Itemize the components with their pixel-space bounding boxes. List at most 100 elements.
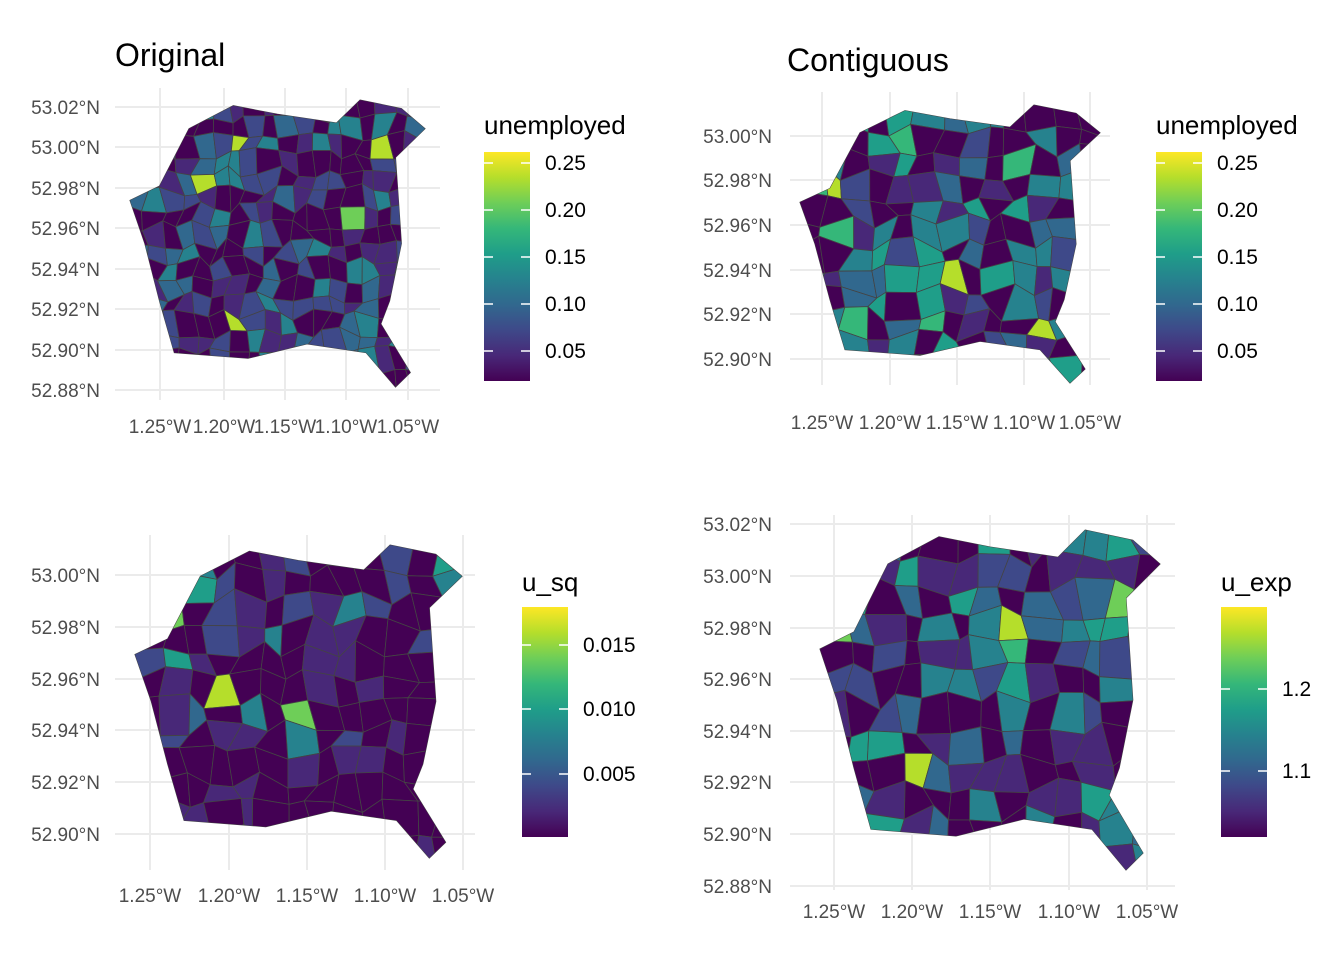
map-region [354,365,382,387]
y-tick-label: 52.90°N [31,825,100,846]
y-tick-label: 52.90°N [703,350,772,371]
map-region [130,273,149,295]
map-region [914,844,960,870]
y-tick-label: 52.88°N [31,381,100,402]
map-region [987,126,1005,159]
legend-tick-label: 0.25 [545,152,586,175]
y-tick-label: 52.92°N [703,305,772,326]
x-tick-label: 1.20°W [881,902,944,923]
map-region [190,364,218,387]
x-tick-label: 1.15°W [959,902,1022,923]
legend-tick-label: 0.010 [583,698,636,721]
map-region [1127,750,1160,795]
map-region [161,117,179,136]
map-region [402,722,437,756]
map-region [339,206,366,231]
map-region [800,143,830,176]
legend-tick-label: 0.20 [1217,199,1258,222]
map-region [303,800,335,839]
map-region [209,347,231,371]
map-region [1072,199,1100,221]
x-tick-label: 1.15°W [254,417,317,438]
x-tick-label: 1.05°W [1116,902,1179,923]
map-region [409,241,425,266]
map-region [406,697,444,727]
map-region [825,351,848,383]
map-region [201,625,240,658]
map-region [130,173,150,190]
map-region [839,351,871,383]
map-region [140,100,169,123]
map-region [916,691,952,735]
map-panel-3: 53.00°N 52.98°N 52.96°N 52.94°N 52.92°N 52.90… [31,535,636,907]
map-region [431,799,462,839]
legend-tick-label: 1.1 [1282,760,1311,783]
map-region [353,545,385,571]
legend-tick-label: 0.10 [545,293,586,316]
map-region [257,545,287,572]
map-region [1100,843,1138,870]
map-regions [820,530,1160,870]
y-tick-label: 52.90°N [703,825,772,846]
legend-title: unemployed [484,110,626,140]
map-region [130,111,149,142]
x-tick-label: 1.10°W [1038,902,1101,923]
map-region [820,832,855,870]
y-tick-label: 52.92°N [31,773,100,794]
map-region [800,166,829,197]
y-tick-label: 52.94°N [703,261,772,282]
map-region [135,796,169,837]
y-tick-label: 53.00°N [31,566,100,587]
map-region [1003,105,1027,133]
map-region [1052,105,1083,130]
map-panel-1: Original 53.02°N 53.00°N 52.98°N 52.96°N 52.9… [31,37,626,438]
map-region [820,803,852,835]
legend-tick-label: 0.005 [583,763,636,786]
map-region [848,832,882,870]
map-region [958,359,993,383]
map-region [286,830,314,858]
map-region [402,149,425,176]
map-region [238,147,258,178]
map-region [238,372,265,387]
map-region [883,291,922,322]
map-region [1072,168,1100,201]
map-region [229,330,251,353]
map-region [1127,612,1160,640]
map-region [167,772,191,808]
map-region [948,788,971,821]
map-region [820,579,846,616]
y-tick-label: 52.94°N [31,260,100,281]
map-region [861,360,899,383]
y-tick-label: 53.00°N [31,138,100,159]
y-tick-label: 52.92°N [703,773,772,794]
map-region [312,277,331,298]
map-region [995,848,1026,870]
map-region [376,317,397,339]
map-region [1073,263,1100,299]
map-region [130,349,148,372]
map-region [312,118,330,135]
map-region [883,264,920,293]
map-region [1127,635,1160,680]
map-region [214,184,232,214]
legend-tick-label: 0.05 [545,340,586,363]
x-tick-label: 1.15°W [276,886,339,907]
y-tick-label: 53.00°N [703,567,772,588]
map-region [167,100,178,123]
map-region [848,803,865,844]
map-region [946,843,979,870]
legend-tick-label: 1.2 [1282,678,1311,701]
legend-tick-label: 0.10 [1217,293,1258,316]
map-region [159,571,182,605]
map-panel-2: Contiguous 53.00°N 52.98°N 52.96°N 52.94°N 52… [703,42,1298,434]
map-region [260,363,281,387]
map-region [312,365,333,387]
y-tick-label: 52.98°N [703,171,772,192]
map-region [1075,295,1100,317]
map-regions [800,105,1100,383]
map-region [157,366,182,387]
map-region [159,154,177,174]
legend-tick-label: 0.15 [545,246,586,269]
map-region [431,836,462,858]
